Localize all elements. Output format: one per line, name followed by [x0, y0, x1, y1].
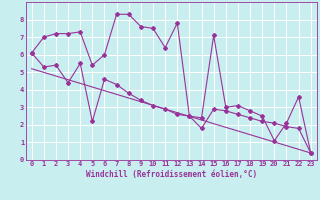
X-axis label: Windchill (Refroidissement éolien,°C): Windchill (Refroidissement éolien,°C): [86, 170, 257, 179]
